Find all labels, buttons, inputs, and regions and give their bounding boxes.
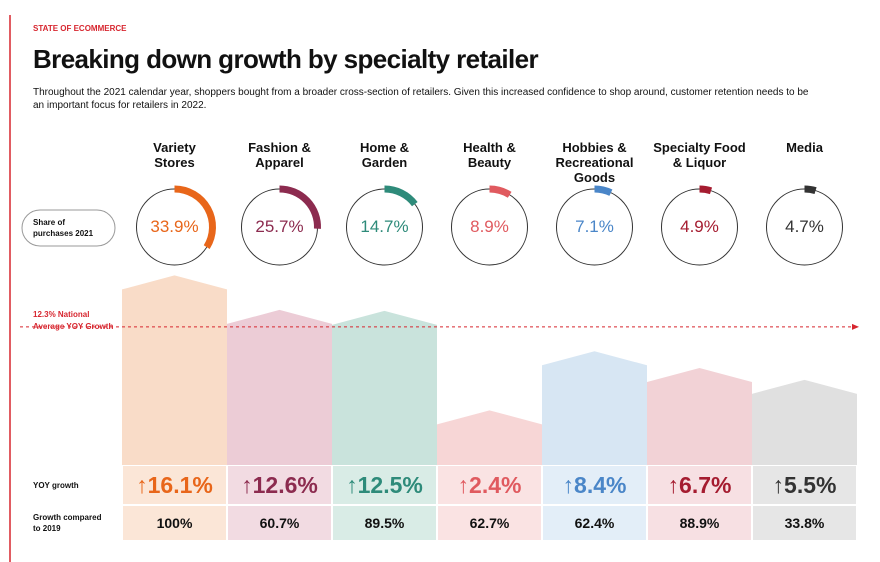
yoy-value: 12.5% bbox=[357, 472, 423, 498]
row-label: Share of purchases 2021 bbox=[33, 218, 94, 238]
vs2019-cell bbox=[438, 506, 541, 540]
share-label: 25.7% bbox=[255, 217, 304, 236]
vs2019-label: 33.8% bbox=[784, 515, 825, 531]
share-label: 33.9% bbox=[150, 217, 199, 236]
share-arc bbox=[594, 185, 613, 196]
vs2019-label: 60.7% bbox=[259, 515, 300, 531]
up-arrow: ↑ bbox=[346, 472, 358, 498]
yoy-value: 5.5% bbox=[784, 472, 837, 498]
growth-column bbox=[437, 410, 542, 465]
growth-column bbox=[332, 310, 437, 465]
retailer-name: Specialty Food & Liquor bbox=[653, 140, 746, 170]
vs2019-label: 89.5% bbox=[364, 515, 405, 531]
kicker: STATE OF ECOMMERCE bbox=[33, 24, 127, 33]
share-label: 7.1% bbox=[575, 217, 614, 236]
row-label: Growth compared to 2019 bbox=[33, 513, 102, 533]
yoy-value: 6.7% bbox=[679, 472, 732, 498]
title: Breaking down growth by specialty retail… bbox=[33, 44, 539, 74]
vs2019-cell bbox=[228, 506, 331, 540]
share-label: 8.9% bbox=[470, 217, 509, 236]
up-arrow: ↑ bbox=[562, 472, 575, 498]
average-label: 12.3% National Average YOY Growth bbox=[33, 310, 114, 331]
retailer-name: Media bbox=[786, 140, 823, 155]
yoy-label: ↑16.1% bbox=[122, 465, 227, 505]
row-label: YOY growth bbox=[33, 481, 79, 490]
up-arrow: ↑ bbox=[241, 472, 253, 498]
yoy-cell bbox=[648, 466, 751, 504]
average-arrowhead bbox=[852, 323, 859, 330]
columns bbox=[122, 275, 857, 465]
up-arrow: ↑ bbox=[136, 472, 148, 498]
share-label: 14.7% bbox=[360, 217, 409, 236]
up-arrow: ↑ bbox=[457, 472, 470, 498]
up-arrow: ↑ bbox=[667, 472, 680, 498]
share-arc bbox=[804, 185, 817, 195]
yoy-value: 12.6% bbox=[252, 472, 318, 498]
yoy-cell bbox=[123, 466, 226, 504]
growth-column bbox=[542, 351, 647, 465]
up-arrow: ↑ bbox=[772, 472, 785, 498]
retailer-name: Health & Beauty bbox=[463, 140, 516, 170]
vs2019-cell bbox=[543, 506, 646, 540]
vs2019-label: 88.9% bbox=[679, 515, 720, 531]
yoy-value: 8.4% bbox=[574, 472, 627, 498]
yoy-cell bbox=[753, 466, 856, 504]
yoy-cell bbox=[228, 466, 331, 504]
growth-column bbox=[647, 368, 752, 465]
yoy-label: ↑6.7% bbox=[647, 465, 752, 505]
retailer-name: Fashion & Apparel bbox=[248, 140, 311, 170]
yoy-label: ↑2.4% bbox=[437, 465, 542, 505]
share-arc bbox=[384, 185, 418, 207]
growth-column bbox=[227, 309, 332, 465]
yoy-cell bbox=[543, 466, 646, 504]
yoy-value: 16.1% bbox=[147, 472, 213, 498]
share-arc bbox=[489, 185, 512, 198]
vs2019-cell bbox=[753, 506, 856, 540]
yoy-value: 2.4% bbox=[469, 472, 522, 498]
share-arc bbox=[279, 185, 321, 229]
growth-column bbox=[122, 275, 227, 465]
growth-column bbox=[752, 379, 857, 465]
vs2019-label: 62.4% bbox=[574, 515, 615, 531]
yoy-label: ↑12.5% bbox=[332, 465, 437, 505]
share-label: 4.7% bbox=[785, 217, 824, 236]
share-label: 4.9% bbox=[680, 217, 719, 236]
vs2019-cell bbox=[333, 506, 436, 540]
vs2019-cell bbox=[648, 506, 751, 540]
vs2019-label: 62.7% bbox=[469, 515, 510, 531]
intro-text: Throughout the 2021 calendar year, shopp… bbox=[33, 87, 809, 111]
retailer-name: Home & Garden bbox=[359, 140, 410, 170]
yoy-cell bbox=[333, 466, 436, 504]
yoy-label: ↑5.5% bbox=[752, 465, 857, 505]
row-label-pill bbox=[21, 209, 116, 247]
yoy-label: ↑8.4% bbox=[542, 465, 647, 505]
yoy-cell bbox=[438, 466, 541, 504]
share-arc bbox=[174, 185, 216, 250]
vs2019-cell bbox=[123, 506, 226, 540]
retailer-name: Variety Stores bbox=[153, 140, 196, 170]
share-arc bbox=[699, 185, 713, 195]
vs2019-label: 100% bbox=[156, 515, 193, 531]
yoy-label: ↑12.6% bbox=[227, 465, 332, 505]
retailer-name: Hobbies & Recreational Goods bbox=[555, 140, 634, 185]
